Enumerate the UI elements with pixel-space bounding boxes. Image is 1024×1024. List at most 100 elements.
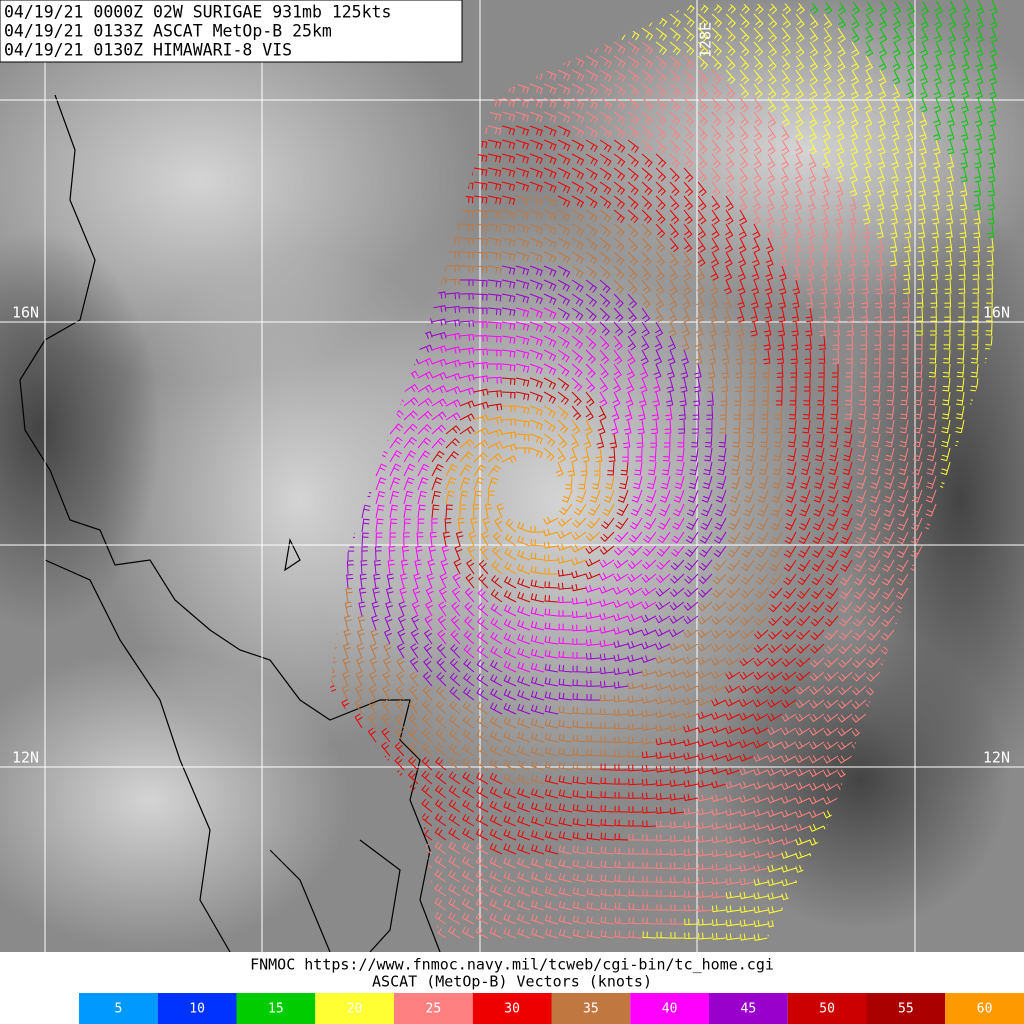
wind-barb (515, 139, 530, 150)
wind-barb (738, 251, 747, 267)
wind-barb (431, 463, 444, 477)
wind-barb (705, 419, 713, 434)
wind-barb (919, 111, 928, 127)
wind-barb (731, 447, 741, 462)
wind-barb (701, 489, 713, 503)
wind-barb (781, 69, 791, 85)
wind-barb (989, 69, 997, 85)
wind-barb (697, 55, 709, 70)
wind-barb (706, 391, 714, 406)
wind-barb (919, 69, 928, 85)
wind-barb (487, 349, 502, 357)
wind-barb (830, 405, 839, 420)
wind-barb (431, 398, 447, 407)
wind-barb (781, 41, 791, 57)
wind-barb (571, 293, 584, 307)
wind-barb (919, 97, 928, 113)
wind-barb (501, 455, 517, 464)
wind-barb (487, 464, 501, 477)
wind-barb (975, 0, 985, 15)
wind-barb (487, 390, 502, 398)
wind-barb (737, 293, 746, 309)
wind-barb (723, 307, 732, 323)
wind-barb (905, 111, 914, 127)
wind-barb (459, 306, 474, 314)
wind-barb (849, 195, 857, 211)
wind-barb (725, 111, 736, 127)
wind-barb (403, 397, 419, 407)
wind-barb (445, 437, 460, 449)
wind-barb (403, 423, 418, 435)
wind-barb (501, 391, 516, 399)
wind-barb (669, 111, 681, 126)
wind-barb (845, 377, 853, 392)
wind-barb (667, 349, 676, 365)
wind-barb (459, 413, 475, 422)
wind-barb (794, 195, 803, 211)
wind-barb (557, 223, 571, 236)
wind-barb (667, 363, 675, 379)
wind-barb (928, 377, 937, 392)
wind-barb (515, 251, 530, 262)
wind-barb (930, 293, 938, 308)
wind-barb (930, 279, 938, 294)
wind-barb (780, 209, 789, 225)
wind-barb (694, 349, 703, 365)
wind-barb (473, 335, 488, 342)
wind-barb (613, 293, 624, 308)
wind-barb (933, 83, 942, 99)
wind-barb (515, 321, 530, 332)
wind-barb (763, 349, 771, 365)
wind-barb (641, 181, 653, 196)
wind-barb (711, 237, 720, 253)
wind-barb (809, 69, 818, 85)
wind-barb (473, 237, 488, 246)
wind-barb (613, 139, 626, 153)
wind-barb (792, 265, 801, 281)
wind-barb (885, 419, 895, 434)
wind-barb (860, 335, 868, 350)
wind-barb (669, 195, 680, 211)
wind-barb (903, 265, 911, 281)
wind-barb (585, 97, 599, 110)
wind-barb (739, 181, 748, 197)
wind-barb (871, 433, 881, 448)
wind-barb (975, 27, 984, 43)
wind-barb (934, 41, 943, 57)
wind-barb (860, 307, 868, 322)
wind-barb (627, 153, 639, 168)
wind-barb (473, 279, 488, 287)
wind-barb (585, 139, 598, 152)
wind-barb (959, 209, 967, 225)
wind-barb (587, 503, 601, 516)
wind-barb (974, 167, 982, 183)
wind-barb (862, 223, 871, 239)
wind-barb (473, 490, 482, 505)
wind-barb (850, 111, 859, 127)
wind-barb (878, 97, 887, 113)
wind-barb (445, 278, 460, 286)
wind-barb (809, 111, 818, 127)
wind-barb (849, 153, 858, 169)
wind-barb (473, 427, 489, 436)
wind-barb (878, 83, 887, 99)
wind-barb (823, 27, 833, 43)
wind-barb (739, 111, 749, 127)
wind-barb (819, 307, 827, 323)
wind-barb (864, 111, 873, 127)
wind-barb (515, 307, 530, 318)
wind-barb (543, 405, 556, 419)
wind-barb (772, 475, 783, 490)
wind-barb (417, 410, 433, 421)
wind-barb (487, 181, 502, 191)
wind-barb (501, 237, 516, 247)
wind-barb (459, 223, 474, 231)
wind-barb (696, 279, 705, 295)
wind-barb (725, 97, 736, 113)
wind-barb (795, 111, 804, 127)
wind-barb (557, 237, 571, 250)
wind-barb (585, 377, 596, 393)
wind-barb (707, 363, 716, 379)
wind-barb (790, 363, 798, 378)
wind-barb (828, 475, 839, 490)
